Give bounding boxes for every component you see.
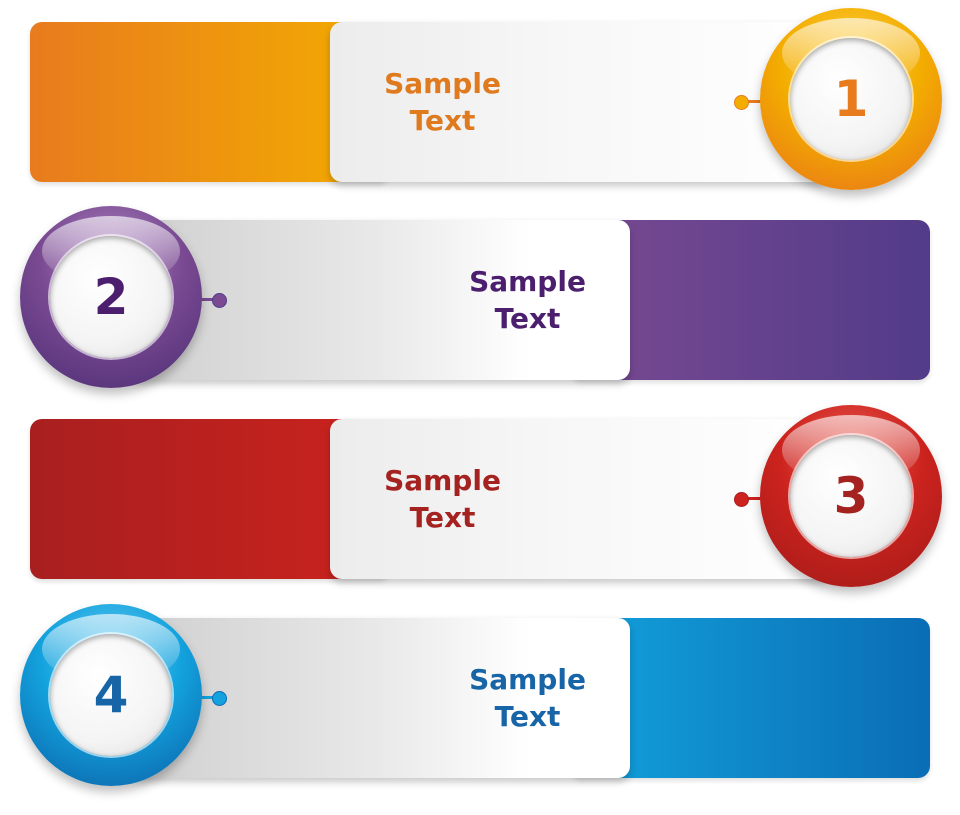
- banner-1-number-ball: 1: [760, 8, 942, 190]
- banner-1-label-line1: Sample: [384, 67, 501, 100]
- banner-2-color-bar: [570, 220, 930, 380]
- banner-3-connector-dot: [734, 492, 749, 507]
- banner-2-label-line2: Text: [494, 302, 561, 335]
- banner-4: Sample Text 4: [0, 596, 960, 786]
- banner-1-ball-inner: 1: [790, 38, 912, 160]
- banner-1-connector-dot: [734, 95, 749, 110]
- banner-4-ball-inner: 4: [50, 634, 172, 756]
- banner-3-connector: [740, 497, 764, 500]
- banner-4-label-line2: Text: [494, 700, 561, 733]
- banner-1-number: 1: [833, 70, 869, 128]
- banner-4-color-bar: [570, 618, 930, 778]
- banner-3-ball-inner: 3: [790, 435, 912, 557]
- banner-1-connector: [740, 100, 764, 103]
- banner-4-label: Sample Text: [415, 618, 640, 778]
- banner-1-label: Sample Text: [330, 22, 555, 182]
- banner-2: Sample Text 2: [0, 198, 960, 388]
- banner-2-connector-dot: [212, 293, 227, 308]
- banner-1: Sample Text 1: [0, 0, 960, 190]
- banner-2-ball-inner: 2: [50, 236, 172, 358]
- banner-2-number-ball: 2: [20, 206, 202, 388]
- banner-3-label-line1: Sample: [384, 464, 501, 497]
- banner-3-label: Sample Text: [330, 419, 555, 579]
- banner-2-connector: [196, 298, 220, 301]
- banner-1-label-line2: Text: [409, 104, 476, 137]
- banner-3-number: 3: [833, 467, 869, 525]
- banner-3: Sample Text 3: [0, 397, 960, 587]
- banner-4-label-line1: Sample: [469, 663, 586, 696]
- banner-3-label-line2: Text: [409, 501, 476, 534]
- banner-4-number: 4: [93, 666, 129, 724]
- banner-4-connector-dot: [212, 691, 227, 706]
- banner-2-label-line1: Sample: [469, 265, 586, 298]
- banner-3-number-ball: 3: [760, 405, 942, 587]
- banner-4-number-ball: 4: [20, 604, 202, 786]
- banner-4-connector: [196, 696, 220, 699]
- banner-2-number: 2: [93, 268, 129, 326]
- banner-2-label: Sample Text: [415, 220, 640, 380]
